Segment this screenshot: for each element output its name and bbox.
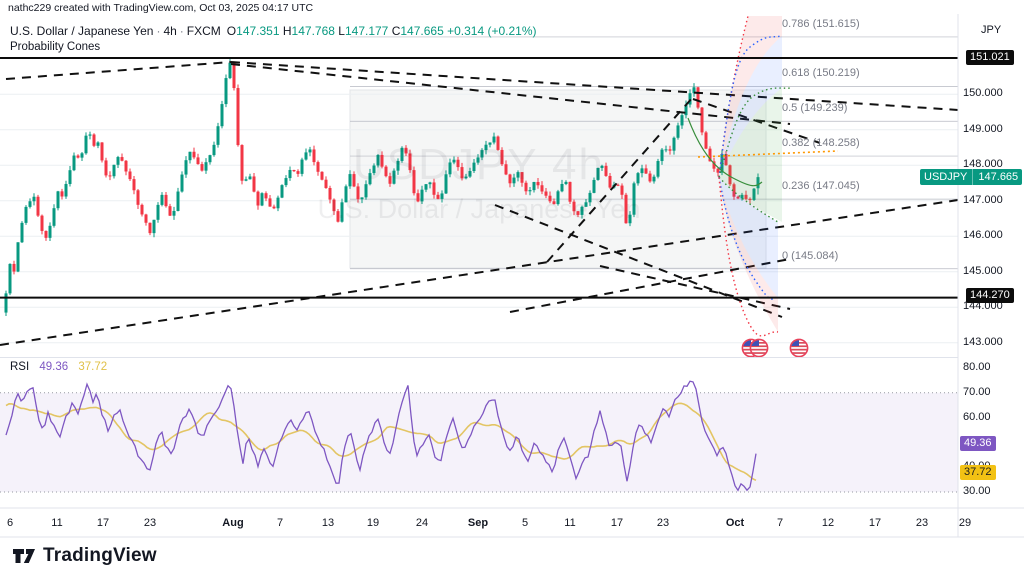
fib-level-label-0.618: 0.618 (150.219) bbox=[782, 67, 860, 79]
price-tick: 146.000 bbox=[963, 229, 1003, 241]
us-flag-event-icon[interactable] bbox=[741, 338, 769, 358]
exchange-label: FXCM bbox=[186, 24, 221, 38]
time-tick-11[interactable]: 11 bbox=[564, 517, 576, 529]
rsi-tick: 70.00 bbox=[963, 386, 991, 398]
tradingview-logo[interactable]: TradingView bbox=[12, 545, 157, 567]
fib-level-label-0.382: 0.382 (148.258) bbox=[782, 137, 860, 149]
time-tick-Oct[interactable]: Oct bbox=[725, 517, 745, 529]
time-tick-23[interactable]: 23 bbox=[915, 517, 929, 529]
last-price-symbol: USDJPY bbox=[924, 171, 968, 183]
indicator-legend[interactable]: Probability Cones bbox=[10, 41, 101, 53]
attribution-text: nathc229 created with TradingView.com, O… bbox=[8, 2, 314, 14]
price-tick: 144.000 bbox=[963, 300, 1003, 312]
low-value: 147.177 bbox=[344, 24, 389, 38]
rsi-ma-chip: 37.72 bbox=[960, 465, 996, 480]
time-tick-17[interactable]: 17 bbox=[868, 517, 882, 529]
time-tick-17[interactable]: 17 bbox=[610, 517, 624, 529]
legend-separator: · bbox=[179, 24, 184, 38]
price-tick: 149.000 bbox=[963, 123, 1003, 135]
time-tick-23[interactable]: 23 bbox=[143, 517, 157, 529]
lower-level-price-chip: 144.270 bbox=[966, 288, 1014, 303]
time-tick-17[interactable]: 17 bbox=[96, 517, 110, 529]
rsi-value: 49.36 bbox=[39, 361, 69, 373]
legend-separator: · bbox=[156, 24, 161, 38]
rsi-ma-value: 37.72 bbox=[78, 361, 108, 373]
time-tick-23[interactable]: 23 bbox=[656, 517, 670, 529]
price-tick: 148.000 bbox=[963, 158, 1003, 170]
time-tick-13[interactable]: 13 bbox=[321, 517, 335, 529]
legend-symbol-row[interactable]: U.S. Dollar / Japanese Yen · 4h · FXCM O147.3… bbox=[10, 24, 537, 39]
last-price-chip: USDJPY 147.665 bbox=[920, 169, 1023, 185]
close-label: C bbox=[391, 24, 401, 38]
time-tick-7[interactable]: 7 bbox=[776, 517, 784, 529]
rsi-tick: 60.00 bbox=[963, 411, 991, 423]
time-tick-6[interactable]: 6 bbox=[6, 517, 14, 529]
fib-level-label-0.5: 0.5 (149.239) bbox=[782, 102, 848, 114]
time-tick-29[interactable]: 29 bbox=[958, 517, 972, 529]
open-value: 147.351 bbox=[236, 24, 280, 38]
high-label: H bbox=[282, 24, 292, 38]
time-tick-Sep[interactable]: Sep bbox=[467, 517, 489, 529]
open-label: O bbox=[226, 24, 237, 38]
close-value: 147.665 bbox=[400, 24, 444, 38]
time-tick-7[interactable]: 7 bbox=[276, 517, 284, 529]
price-tick: 150.000 bbox=[963, 87, 1003, 99]
time-tick-19[interactable]: 19 bbox=[366, 517, 380, 529]
chart-legend[interactable]: U.S. Dollar / Japanese Yen · 4h · FXCM O147.3… bbox=[10, 24, 537, 55]
rsi-value-chip: 49.36 bbox=[960, 436, 996, 451]
time-tick-Aug[interactable]: Aug bbox=[222, 517, 244, 529]
currency-axis-label: JPY bbox=[981, 24, 1002, 36]
time-tick-24[interactable]: 24 bbox=[415, 517, 429, 529]
tradingview-logo-text: TradingView bbox=[43, 545, 157, 566]
time-tick-12[interactable]: 12 bbox=[821, 517, 835, 529]
last-price-value: 147.665 bbox=[972, 169, 1018, 185]
symbol-title[interactable]: U.S. Dollar / Japanese Yen bbox=[10, 24, 154, 38]
upper-level-price-chip: 151.021 bbox=[966, 50, 1014, 65]
fib-level-label-0.786: 0.786 (151.615) bbox=[782, 18, 860, 30]
interval-label[interactable]: 4h bbox=[163, 24, 177, 38]
price-tick: 145.000 bbox=[963, 265, 1003, 277]
high-value: 147.768 bbox=[291, 24, 335, 38]
tradingview-logo-icon bbox=[13, 549, 35, 563]
rsi-tick: 80.00 bbox=[963, 361, 991, 373]
rsi-tick: 30.00 bbox=[963, 485, 991, 497]
low-label: L bbox=[338, 24, 345, 38]
fib-level-label-0: 0 (145.084) bbox=[782, 250, 839, 262]
fib-level-label-0.236: 0.236 (147.045) bbox=[782, 180, 860, 192]
rsi-legend[interactable]: RSI 49.36 37.72 bbox=[10, 361, 107, 373]
price-tick: 147.000 bbox=[963, 194, 1003, 206]
price-tick: 143.000 bbox=[963, 336, 1003, 348]
time-tick-11[interactable]: 11 bbox=[51, 517, 63, 529]
us-flag-event-icon[interactable] bbox=[789, 338, 809, 358]
change-value: +0.314 (+0.21%) bbox=[447, 24, 537, 38]
rsi-name[interactable]: RSI bbox=[10, 361, 30, 373]
time-tick-5[interactable]: 5 bbox=[521, 517, 529, 529]
